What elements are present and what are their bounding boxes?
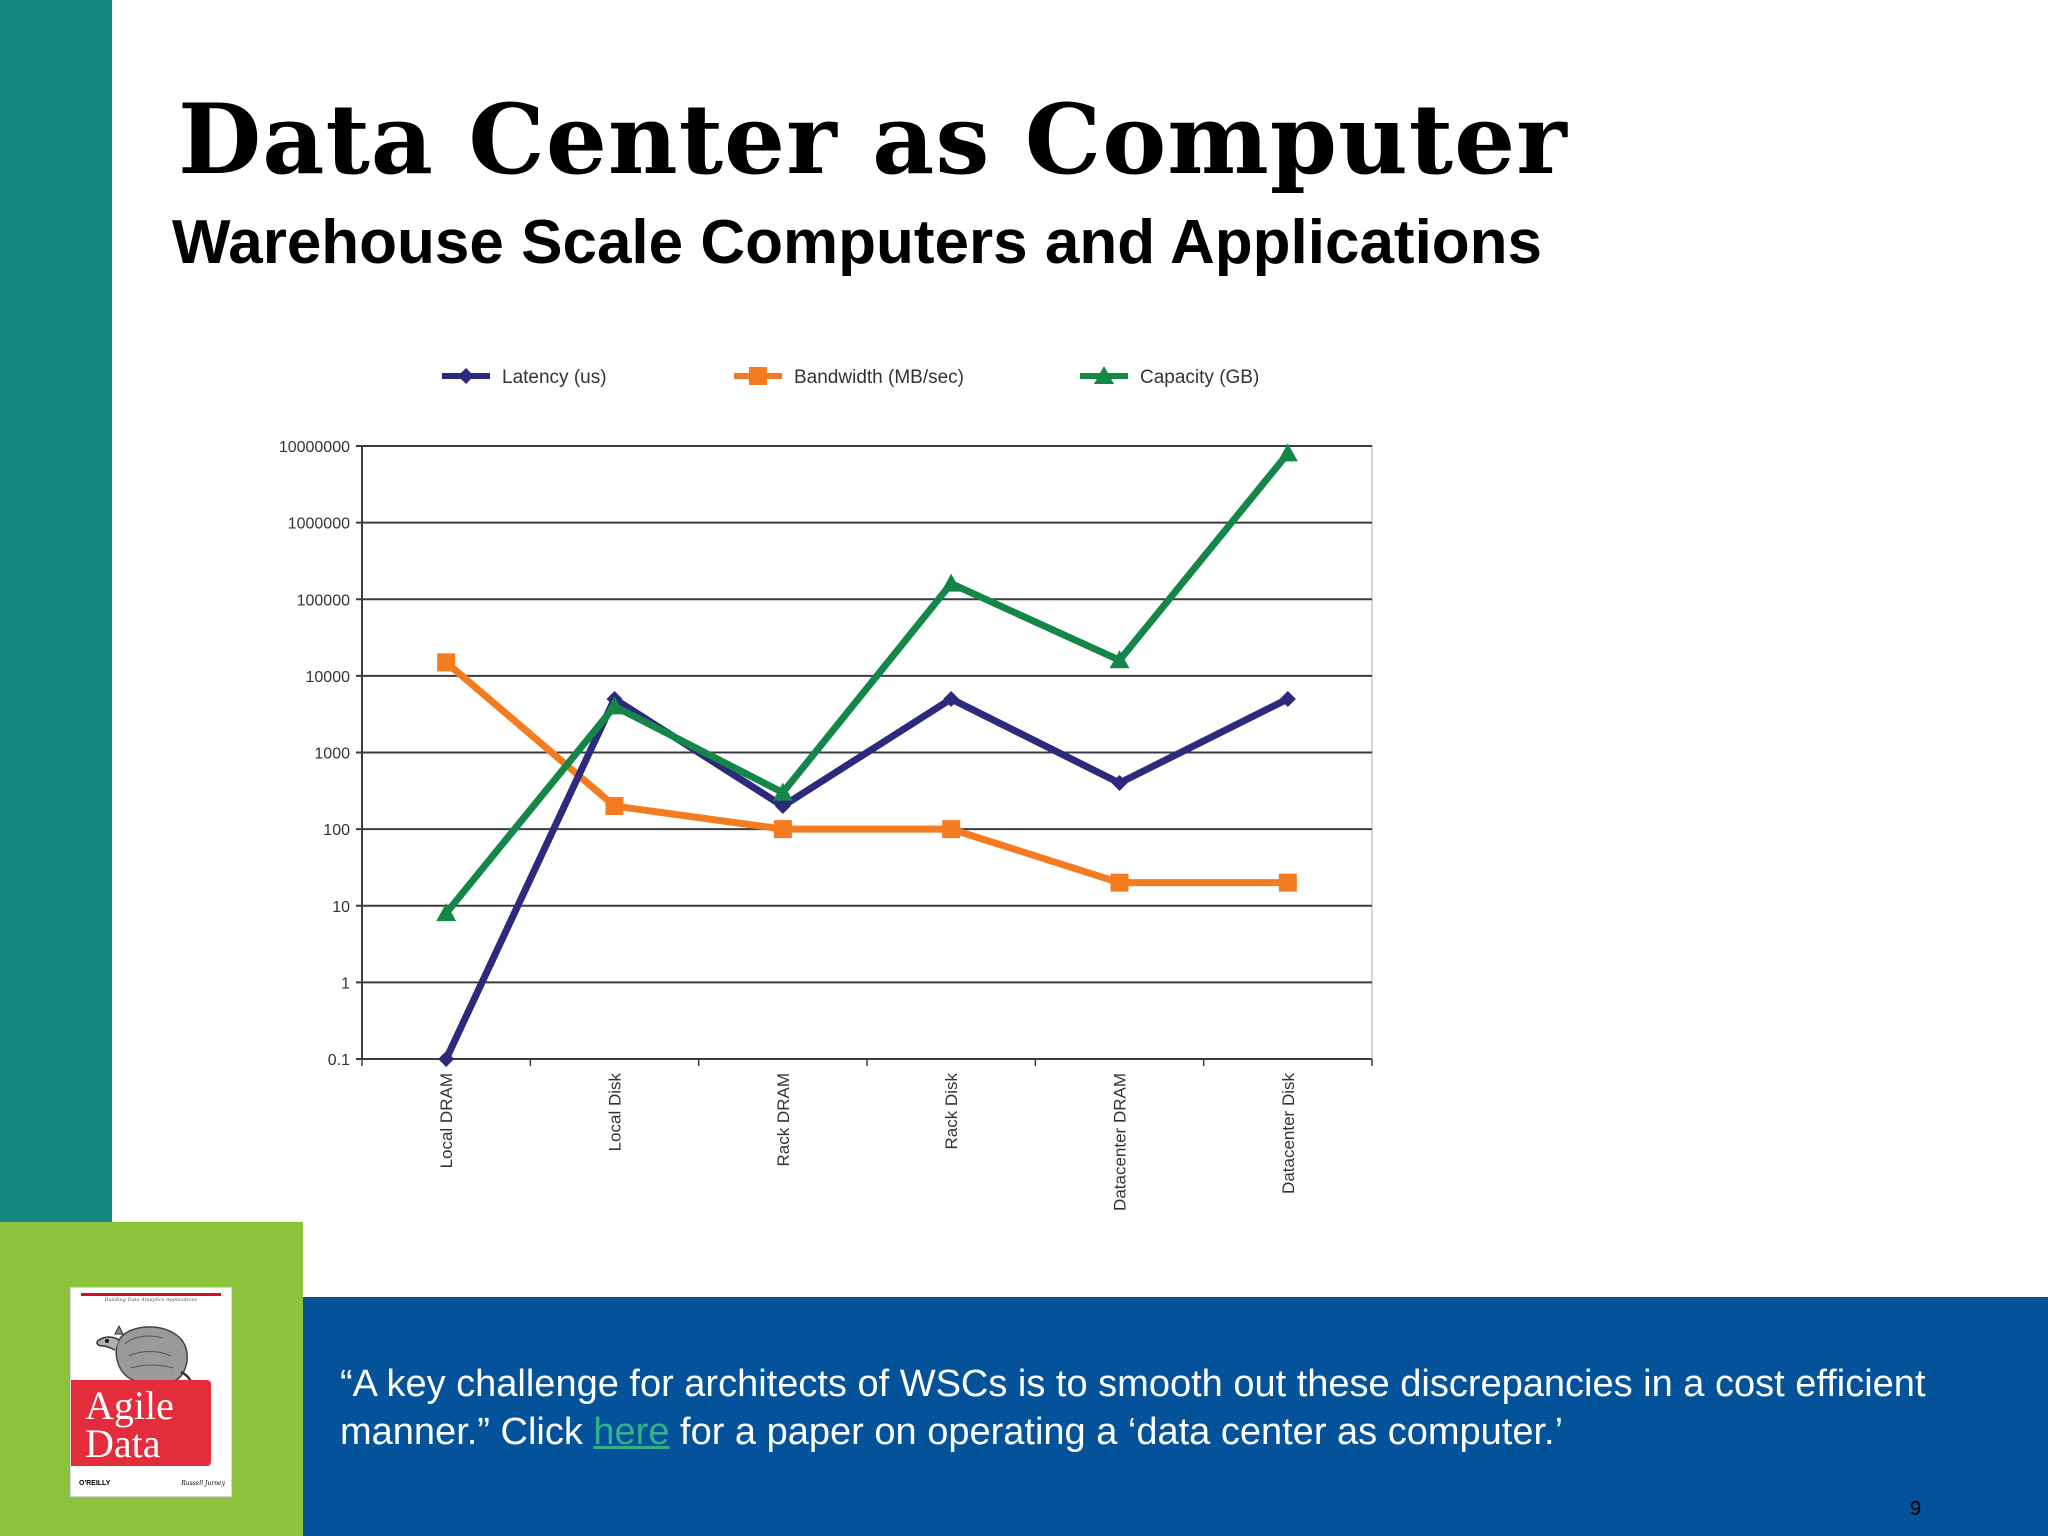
y-tick-label: 100: [323, 822, 350, 839]
y-tick-label: 1: [341, 975, 350, 992]
y-tick-label: 1000: [314, 746, 350, 763]
book-title-line1: Agile: [85, 1383, 174, 1428]
book-cover-rule: [81, 1293, 221, 1296]
book-author: Russell Jurney: [181, 1480, 225, 1487]
data-point-square: [942, 820, 961, 839]
paper-link[interactable]: here: [593, 1411, 670, 1453]
data-point-triangle: [1109, 650, 1130, 669]
data-point-square: [749, 367, 767, 385]
series-line: [442, 658, 1292, 887]
data-point-square: [605, 797, 624, 816]
x-category-label: Rack DRAM: [774, 1073, 793, 1167]
footer-band: [303, 1297, 2048, 1536]
data-point-triangle: [604, 696, 625, 715]
data-point-diamond: [458, 368, 474, 384]
data-point-diamond: [1111, 774, 1128, 791]
series-line: [442, 449, 1292, 917]
slide-subtitle: Warehouse Scale Computers and Applicatio…: [172, 208, 1543, 277]
data-point-diamond: [943, 690, 960, 707]
x-category-label: Local DRAM: [437, 1073, 456, 1168]
chart-svg: 0.1 1 10 100 1000 10000 100000 1000000 10000000 L…: [279, 366, 1373, 1211]
y-tick-label: 100000: [297, 592, 350, 609]
book-title-line2: Data: [85, 1421, 161, 1466]
data-point-square: [1278, 873, 1297, 892]
data-point-triangle: [772, 782, 793, 801]
book-publisher-logo: O'REILLY: [79, 1480, 111, 1487]
data-point-square: [1110, 873, 1129, 892]
legend-label: Capacity (GB): [1140, 367, 1259, 388]
legend-label: Bandwidth (MB/sec): [794, 367, 964, 388]
slide-title: Data Center as Computer: [178, 83, 1568, 196]
x-category-label: Local Disk: [606, 1073, 625, 1152]
data-point-square: [773, 820, 792, 839]
agile-data-book-cover: Building Data Analytics Applications Agi…: [70, 1287, 232, 1497]
x-category-label: Datacenter DRAM: [1111, 1073, 1130, 1211]
left-accent-bar: [0, 0, 112, 1222]
footer-quote: “A key challenge for architects of WSCs …: [340, 1360, 2020, 1456]
data-point-triangle: [1277, 443, 1298, 462]
data-point-diamond: [1279, 690, 1296, 707]
x-category-label: Datacenter Disk: [1279, 1073, 1298, 1194]
y-tick-label: 10000: [306, 669, 351, 686]
book-title-box: [71, 1380, 211, 1466]
series-line: [442, 695, 1292, 1063]
quote-text-before-link: “A key challenge for architects of WSCs …: [340, 1363, 1926, 1453]
data-point-triangle: [1094, 366, 1114, 384]
data-point-diamond: [438, 1051, 455, 1067]
y-tick-label: 10: [332, 899, 350, 916]
quote-text-after-link: for a paper on operating a ‘data center …: [669, 1411, 1564, 1453]
data-point-triangle: [436, 903, 457, 922]
data-point-diamond: [774, 798, 791, 815]
latency-bandwidth-capacity-chart: 0.1 1 10 100 1000 10000 100000 1000000 10000000 L…: [232, 340, 1392, 1280]
data-point-square: [437, 653, 456, 672]
x-category-label: Rack Disk: [942, 1073, 961, 1150]
data-point-triangle: [941, 573, 962, 592]
y-tick-label: 0.1: [328, 1052, 350, 1069]
y-tick-label: 10000000: [279, 439, 350, 456]
y-tick-label: 1000000: [288, 516, 350, 533]
legend-label: Latency (us): [502, 367, 607, 388]
book-tagline: Building Data Analytics Applications: [104, 1297, 198, 1303]
page-number: 9: [1910, 1498, 1922, 1520]
